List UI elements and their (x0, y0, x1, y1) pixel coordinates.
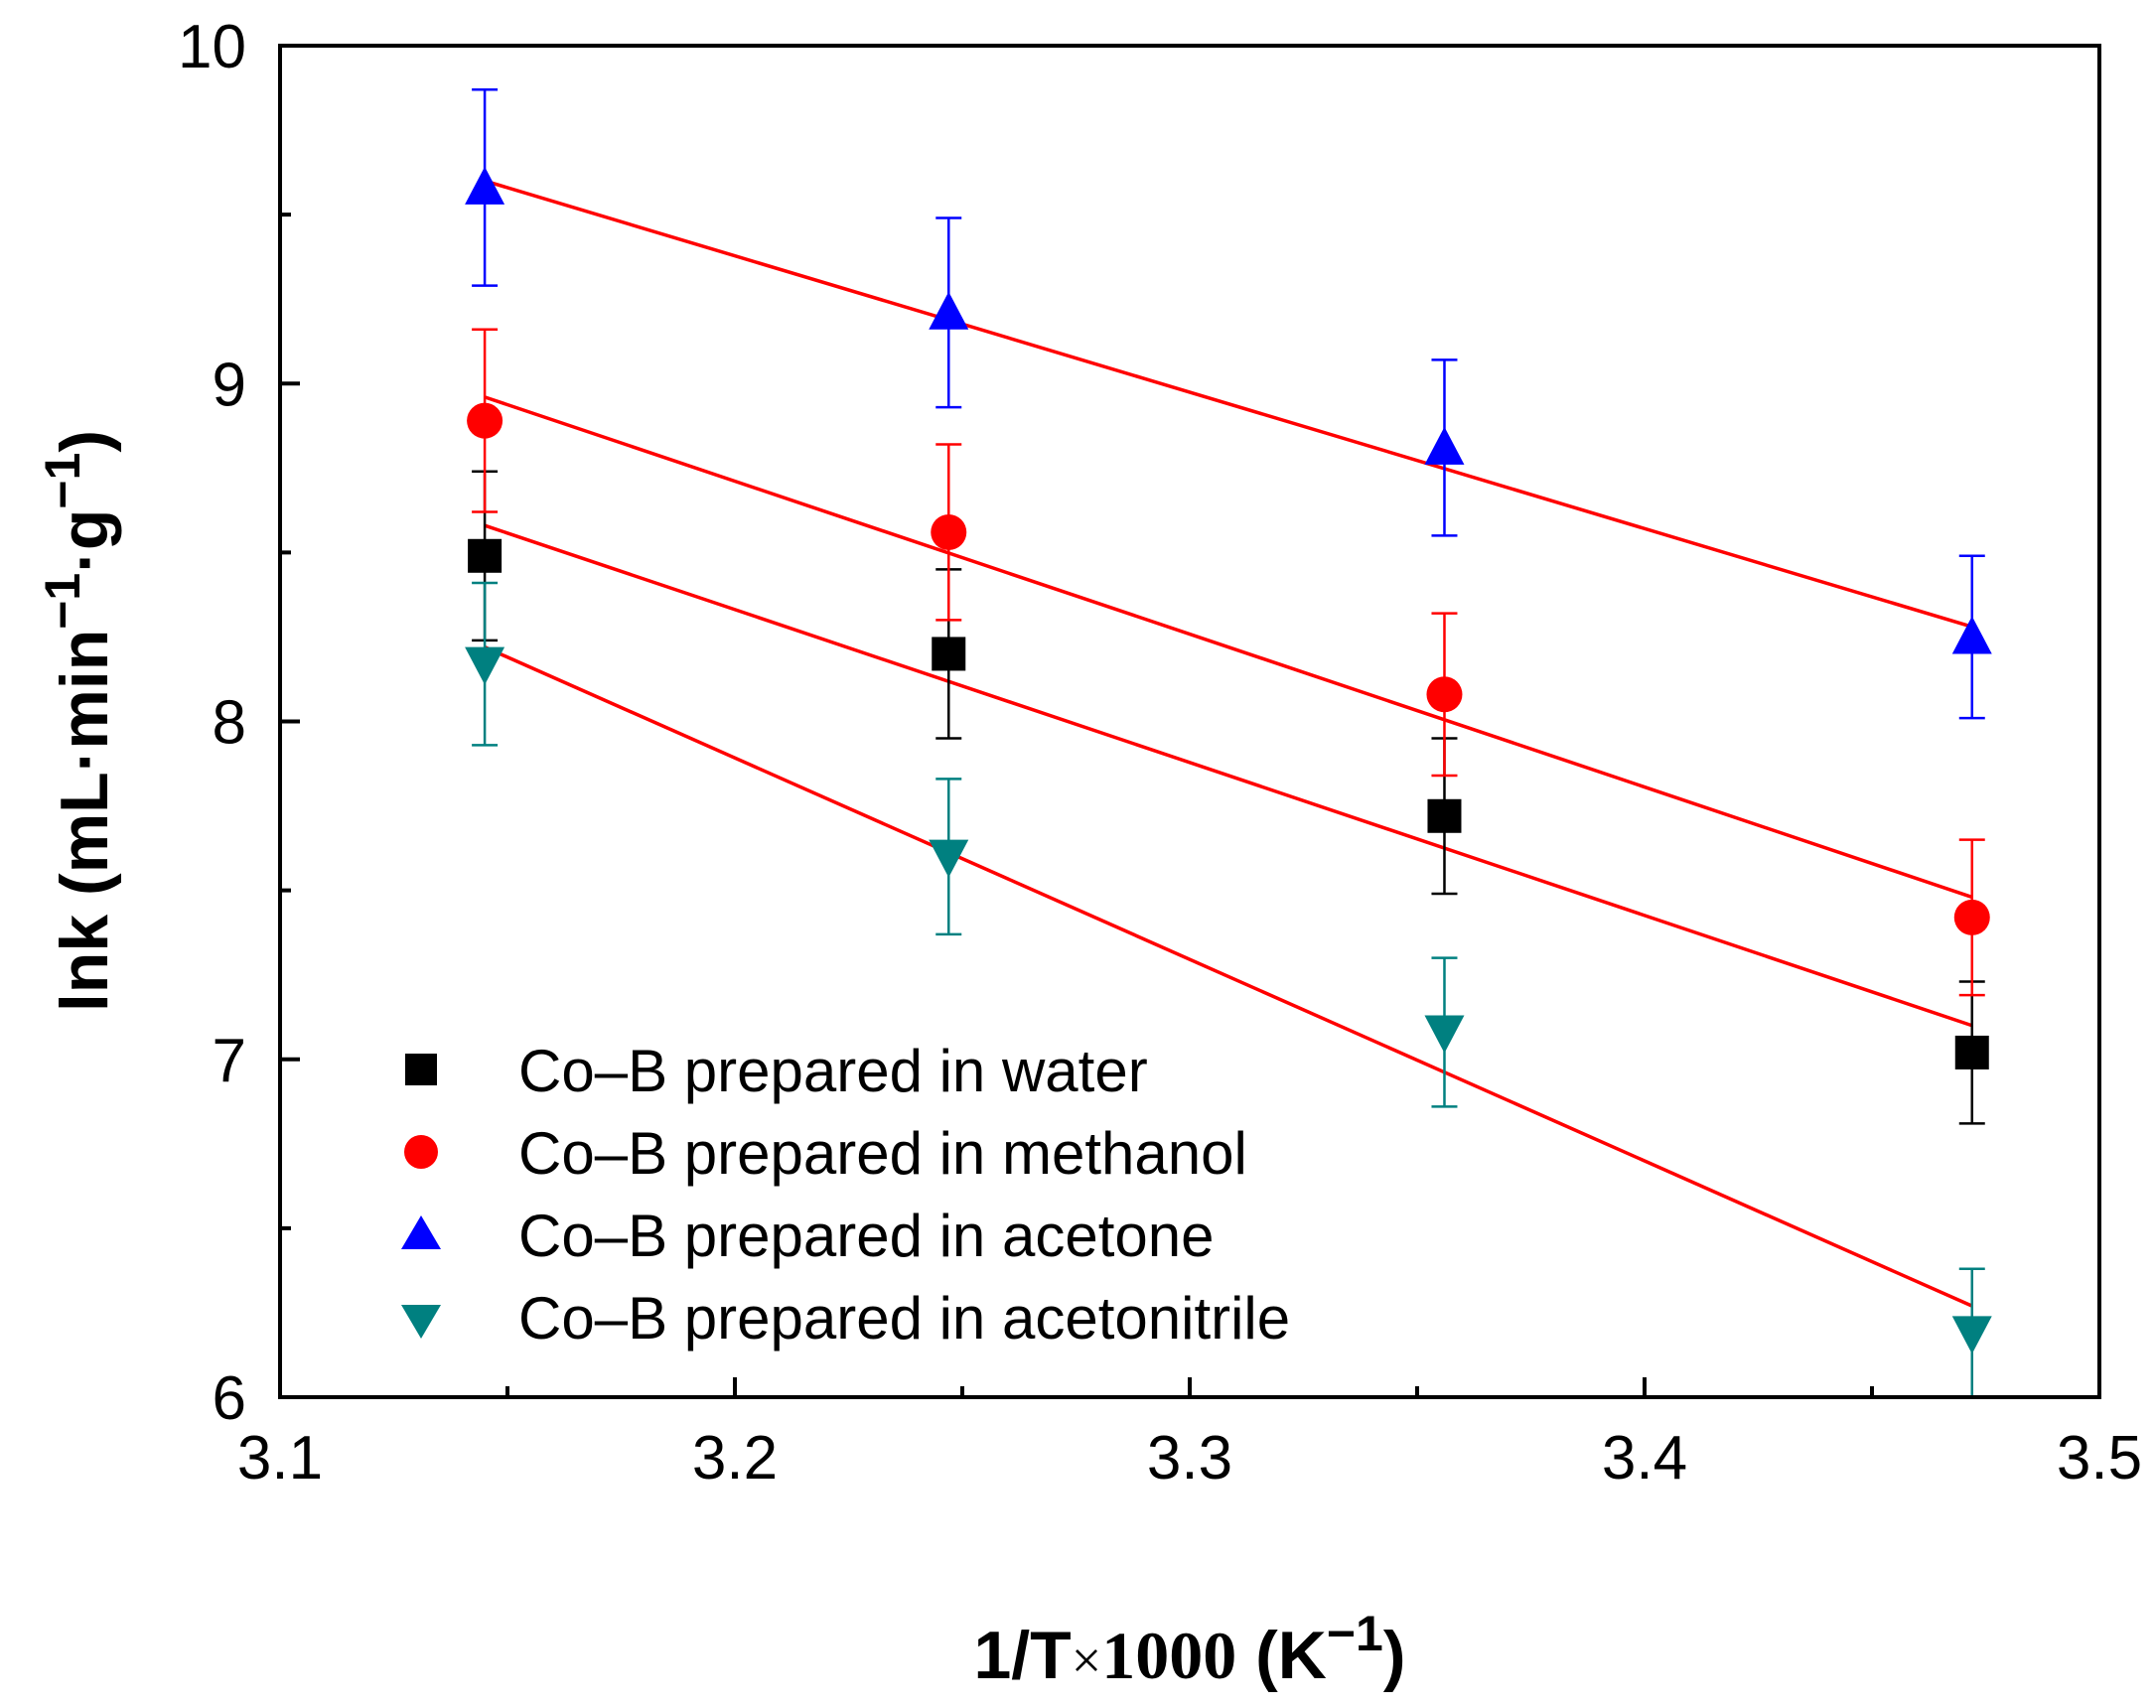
data-point-circle (467, 402, 503, 439)
x-axis-title: 1/T×1000 (K−1) (973, 1606, 1405, 1693)
y-axis-title-prefix: lnk (mL·min (47, 630, 122, 1012)
y-axis-title-sup2: −1 (35, 453, 90, 509)
x-tick-labels: 3.1 3.2 3.3 3.4 3.5 (237, 1424, 2142, 1493)
x-tick-label: 3.4 (1602, 1424, 1687, 1493)
data-point-square (1427, 798, 1462, 833)
data-point-triangle-up (465, 166, 505, 205)
legend-circle-marker (404, 1135, 438, 1169)
data-point-circle (931, 513, 967, 550)
y-axis-title-sup1: −1 (35, 573, 90, 630)
data-point-triangle-up (1424, 426, 1465, 465)
data-point-circle (1426, 676, 1463, 713)
y-axis-title-mid: ·g (47, 509, 122, 573)
y-tick-label: 9 (213, 351, 246, 419)
x-axis-title-close: ) (1383, 1618, 1406, 1693)
y-tick-label: 7 (213, 1027, 246, 1095)
legend-label-water: Co–B prepared in water (518, 1038, 1148, 1104)
x-tick-label: 3.3 (1147, 1424, 1232, 1493)
fit-line (484, 179, 1973, 629)
x-axis-title-unit: (K (1236, 1618, 1327, 1693)
fit-line (484, 645, 1973, 1308)
x-axis-title-sup: −1 (1327, 1606, 1383, 1661)
legend-entry-acetonitrile: Co–B prepared in acetonitrile (401, 1285, 1290, 1352)
legend-entry-water: Co–B prepared in water (405, 1038, 1148, 1104)
legend-entry-methanol: Co–B prepared in methanol (404, 1120, 1247, 1187)
data-point-circle (1953, 899, 1990, 935)
fit-lines (484, 179, 1973, 1308)
y-tick-label: 10 (178, 13, 246, 81)
data-point-triangle-down (465, 646, 505, 685)
legend-label-acetonitrile: Co–B prepared in acetonitrile (518, 1285, 1290, 1352)
x-tick-label: 3.5 (2057, 1424, 2142, 1493)
y-axis-title-close: ) (47, 430, 122, 453)
y-tick-label: 6 (213, 1364, 246, 1433)
legend: Co–B prepared in water Co–B prepared in … (401, 1038, 1290, 1352)
y-tick-label: 8 (213, 689, 246, 758)
legend-label-acetone: Co–B prepared in acetone (518, 1203, 1215, 1269)
x-axis-title-prefix: 1/T (973, 1618, 1071, 1693)
data-point-triangle-up (929, 291, 969, 330)
legend-square-marker (405, 1054, 437, 1085)
fit-line (484, 395, 1973, 900)
data-point-triangle-down (1951, 1316, 1992, 1354)
y-axis-title: lnk (mL·min−1·g−1) (35, 430, 122, 1012)
plot-frame (278, 44, 2101, 1399)
legend-triangle-up-marker (401, 1215, 441, 1249)
data-point-triangle-down (929, 839, 969, 878)
x-axis-title-number: 1000 (1101, 1618, 1236, 1693)
data-point-square (932, 637, 966, 671)
data-point-triangle-down (1424, 1015, 1465, 1054)
data-point-square (468, 538, 503, 573)
x-axis-title-times: × (1072, 1631, 1101, 1690)
legend-entry-acetone: Co–B prepared in acetone (401, 1203, 1215, 1269)
legend-label-methanol: Co–B prepared in methanol (518, 1120, 1247, 1187)
legend-triangle-down-marker (401, 1305, 441, 1339)
data-markers (465, 166, 1992, 1354)
x-tick-label: 3.2 (692, 1424, 778, 1493)
fit-line (484, 523, 1973, 1028)
axis-ticks (278, 44, 2101, 1399)
x-tick-label: 3.1 (237, 1424, 323, 1493)
data-point-square (1954, 1035, 1989, 1069)
y-tick-labels: 6 7 8 9 10 (178, 13, 246, 1433)
data-point-triangle-up (1951, 616, 1992, 654)
